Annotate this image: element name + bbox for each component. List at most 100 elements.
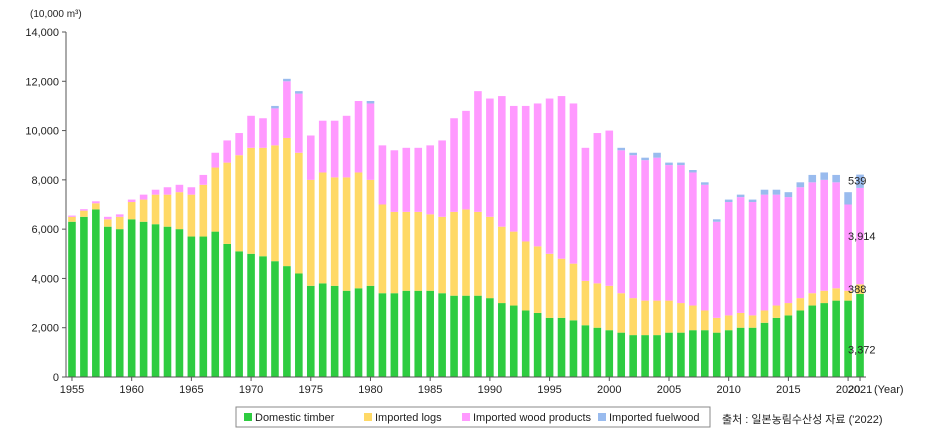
bar-segment-imported-wood-products-1997 [569,103,578,264]
bar-segment-imported-wood-products-1970 [247,115,255,148]
bar-segment-imported-wood-products-1995 [545,98,554,254]
bar-segment-domestic-timber-1962 [151,224,160,377]
bar-segment-imported-logs-1959 [115,216,124,230]
bar-segment-imported-logs-1993 [521,241,530,311]
bar-segment-imported-logs-1981 [378,204,387,294]
bar-segment-domestic-timber-1998 [581,325,590,377]
bar-segment-imported-wood-products-1974 [295,93,303,153]
bar-segment-imported-fuelwood-2006 [677,162,685,166]
bar-segment-domestic-timber-1973 [283,266,291,377]
bar-segment-imported-logs-1992 [509,231,518,306]
legend-swatch-domestic-timber [244,413,252,421]
bar-segment-domestic-timber-1989 [474,295,482,377]
x-tick-label: 2020 [836,384,860,396]
bar-segment-imported-wood-products-1958 [103,216,112,220]
bar-segment-domestic-timber-1975 [306,285,315,377]
bar-segment-domestic-timber-1955 [68,221,76,377]
bar-segment-imported-wood-products-2006 [677,165,685,304]
bar-segment-imported-fuelwood-2019 [832,174,840,183]
y-tick-label: 10,000 [25,126,59,138]
bar-segment-imported-logs-1991 [498,226,506,304]
bar-segment-imported-logs-1997 [569,263,578,321]
data-labels: 539 3,914 388 3,372 [848,176,876,357]
bar-segment-imported-fuelwood-2008 [701,182,709,185]
bar-segment-domestic-timber-2008 [701,330,709,377]
bar-segment-imported-wood-products-1976 [318,120,327,173]
bar-segment-imported-wood-products-1956 [80,209,88,211]
bar-segment-imported-fuelwood-1980 [366,101,375,104]
bar-segment-imported-logs-1974 [295,152,303,274]
x-tick-label: 2021 [848,384,872,396]
bar-segment-imported-wood-products-1993 [521,105,530,242]
bar-segment-imported-logs-1995 [545,253,554,318]
bar-segment-domestic-timber-2010 [724,330,733,377]
legend-swatch-imported-logs [364,413,372,421]
bar-segment-imported-wood-products-2017 [808,182,817,294]
bar-segment-imported-logs-1971 [259,147,267,257]
bar-segment-imported-wood-products-2019 [832,182,840,289]
bar-segment-imported-logs-1961 [139,199,148,222]
bar-segment-domestic-timber-1964 [175,229,184,377]
bar-segment-domestic-timber-2015 [784,315,793,377]
bar-segment-imported-fuelwood-1972 [271,105,279,109]
legend: Domestic timber Imported logs Imported woo… [235,406,711,428]
bar-segment-imported-wood-products-1964 [175,184,184,193]
bar-segment-imported-wood-products-2016 [796,187,805,299]
bar-segment-imported-logs-1986 [438,216,446,294]
bar-segment-domestic-timber-1994 [533,312,542,377]
bar-segment-domestic-timber-2007 [689,330,697,377]
bar-segment-imported-logs-2014 [772,305,781,318]
bar-segment-domestic-timber-1967 [211,231,220,377]
bar-segment-domestic-timber-2006 [677,332,685,377]
bar-segment-imported-logs-2019 [832,288,840,301]
bar-segment-imported-logs-1996 [557,258,566,318]
bar-segment-domestic-timber-2004 [653,335,661,377]
bar-segment-imported-logs-2007 [689,305,697,331]
bar-segment-imported-wood-products-1961 [139,194,148,200]
bar-segment-imported-logs-1977 [330,177,339,286]
bar-segment-imported-logs-2006 [677,303,685,333]
bar-segment-imported-wood-products-1984 [414,147,423,212]
bar-segment-domestic-timber-1986 [438,293,446,377]
bar-segment-domestic-timber-2018 [820,303,829,377]
bar-segment-domestic-timber-1987 [450,295,458,377]
bar-segment-imported-fuelwood-2002 [629,152,637,156]
bar-segment-imported-fuelwood-2009 [712,219,721,222]
bar-segment-imported-logs-1985 [426,214,434,291]
bar-segment-domestic-timber-2009 [712,332,721,377]
bar-segment-domestic-timber-1984 [414,290,423,377]
legend-swatch-imported-fuelwood [598,413,606,421]
bar-segment-imported-logs-1989 [474,211,482,296]
bar-segment-imported-wood-products-1963 [163,187,172,195]
bar-segment-domestic-timber-1960 [127,219,136,377]
bar-segment-domestic-timber-1959 [115,229,124,377]
bar-segment-imported-wood-products-1957 [92,201,100,204]
bar-segment-domestic-timber-1977 [330,285,339,377]
bar-segment-domestic-timber-2021 [856,293,864,377]
x-tick-label: 2000 [597,384,621,396]
bar-segment-imported-logs-1967 [211,167,220,232]
bar-segment-imported-logs-2004 [653,300,661,336]
bar-segment-imported-wood-products-1989 [474,91,482,212]
bar-segment-domestic-timber-1992 [509,305,518,377]
x-tick-label: 1995 [537,384,561,396]
bar-segment-imported-wood-products-1998 [581,147,590,281]
bar-segment-imported-wood-products-1973 [283,81,291,138]
bar-segment-imported-wood-products-2005 [665,165,673,301]
bar-segment-imported-wood-products-1979 [354,101,363,173]
bar-segment-domestic-timber-1979 [354,288,363,377]
y-tick-label: 14,000 [25,27,59,39]
bar-segment-imported-logs-2011 [736,312,745,328]
bar-segment-imported-wood-products-1981 [378,145,387,205]
y-axis-ticks: 0 2,000 4,000 6,000 8,000 10,000 12,000 14,000 [25,27,66,384]
bar-segment-imported-logs-1987 [450,211,458,296]
bar-segment-imported-wood-products-1968 [223,140,231,163]
bar-segment-imported-logs-1979 [354,172,363,289]
bar-segment-imported-fuelwood-2010 [724,199,733,203]
bar-segment-imported-logs-1969 [235,155,243,252]
bar-segment-domestic-timber-1968 [223,243,231,377]
data-label-imported-logs: 388 [848,284,866,296]
x-axis-ticks: 1955 1960 1965 1970 1975 1980 1985 1990 1995 2000… [60,377,872,396]
bar-segment-imported-logs-2013 [760,310,769,323]
bar-segment-imported-logs-2010 [724,315,733,331]
